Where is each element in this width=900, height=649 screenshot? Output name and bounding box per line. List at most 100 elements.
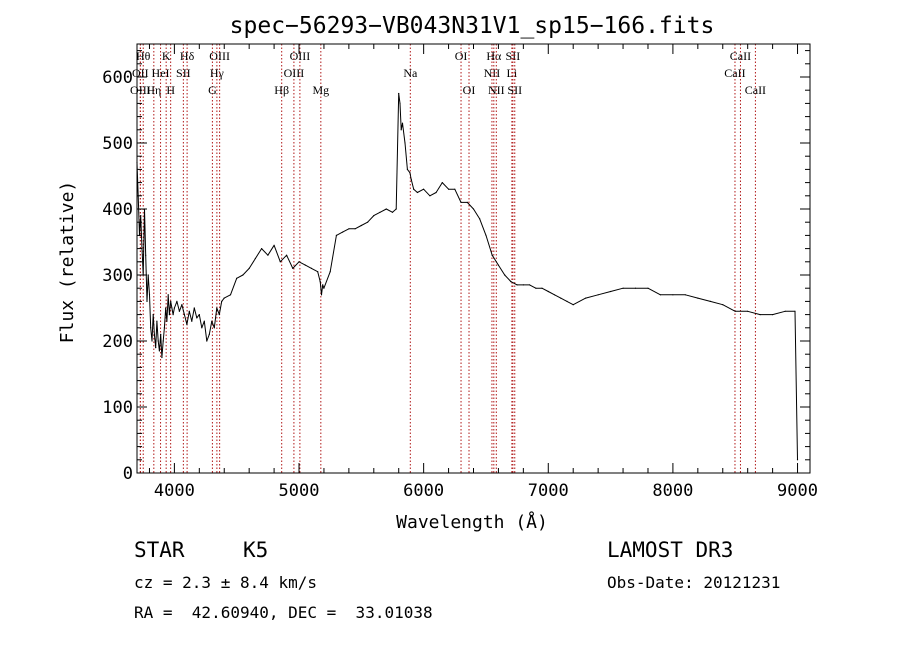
data-point: [304, 264, 306, 266]
line-marker-label-8: Hδ: [180, 49, 195, 63]
line-marker-label-5: K: [162, 49, 171, 63]
line-marker-label-15: Mg: [312, 83, 329, 97]
data-point: [160, 333, 162, 335]
data-point: [317, 271, 319, 273]
data-point: [759, 314, 761, 316]
x-tick-label-3: 7000: [528, 481, 569, 501]
data-point: [585, 297, 587, 299]
data-point: [796, 459, 799, 461]
data-point: [672, 294, 674, 296]
data-point: [466, 201, 468, 203]
data-point: [479, 218, 481, 220]
data-point: [734, 310, 736, 312]
data-point: [166, 320, 168, 322]
line-marker-label-25: CaII: [724, 66, 745, 80]
data-point: [747, 310, 749, 312]
series-layer: [136, 92, 799, 461]
x-tick-label-0: 4000: [154, 481, 195, 501]
line-marker-label-16: Na: [403, 66, 418, 80]
data-point: [151, 340, 153, 342]
data-point: [298, 261, 300, 263]
data-point: [167, 294, 169, 296]
data-point: [211, 320, 213, 322]
data-point: [622, 287, 624, 289]
data-point: [163, 327, 165, 329]
data-point: [379, 211, 381, 213]
line-marker-label-14: OIII: [290, 49, 311, 63]
y-tick-label-6: 600: [102, 68, 133, 88]
data-point: [404, 142, 406, 144]
line-marker-label-27: CaII: [745, 83, 766, 97]
chart-title: spec−56293−VB043N31V1_sp15−166.fits: [230, 13, 715, 39]
data-point: [319, 281, 321, 283]
data-point: [248, 267, 250, 269]
data-point: [385, 208, 387, 210]
data-point: [560, 297, 562, 299]
data-point: [322, 284, 324, 286]
data-point: [454, 188, 456, 190]
data-point: [157, 340, 159, 342]
data-point: [784, 310, 786, 312]
data-point: [684, 294, 687, 296]
data-point: [206, 340, 208, 342]
data-point: [310, 267, 313, 269]
y-tick-label-0: 0: [123, 464, 133, 484]
data-point: [329, 271, 331, 273]
obs-date: Obs-Date: 20121231: [607, 573, 781, 592]
data-point: [176, 300, 178, 302]
series-line-flux: [136, 93, 798, 460]
y-tick-label-3: 300: [102, 266, 133, 286]
data-point: [208, 333, 210, 335]
y-tick-label-1: 100: [102, 398, 133, 418]
data-point: [647, 287, 649, 289]
data-point: [367, 221, 369, 223]
line-marker-label-26: CaII: [730, 49, 751, 63]
data-point: [429, 195, 431, 197]
y-tick-label-4: 400: [102, 200, 133, 220]
x-axis-label: Wavelength (Å): [396, 511, 548, 533]
data-point: [173, 307, 175, 309]
data-point: [186, 323, 188, 326]
data-point: [485, 234, 487, 236]
plot-frame: [136, 43, 811, 474]
data-point: [634, 287, 637, 289]
tick-labels: 4000 5000 6000 7000 8000 9000 0 100 200 300 400 500…: [102, 44, 818, 501]
data-point: [395, 208, 397, 210]
data-point: [566, 300, 568, 302]
data-point: [320, 294, 323, 296]
coordinates: RA = 42.60940, DEC = 33.01038: [134, 603, 433, 622]
data-point: [145, 254, 147, 256]
line-marker-label-12: Hβ: [274, 83, 289, 97]
redshift-cz: cz = 2.3 ± 8.4 km/s: [134, 573, 318, 592]
data-point: [188, 310, 190, 312]
data-point: [236, 277, 238, 279]
y-axis-label: Flux (relative): [57, 181, 78, 344]
axes-frame: [136, 43, 811, 474]
data-point: [170, 300, 172, 302]
line-marker-label-17: OI: [455, 49, 468, 63]
data-point: [152, 314, 154, 316]
line-marker-label-22: Li: [507, 66, 518, 80]
data-point: [201, 327, 203, 329]
line-marker-label-24: SII: [507, 83, 522, 97]
x-tick-label-1: 5000: [279, 481, 320, 501]
survey-name: LAMOST DR3: [607, 538, 734, 562]
data-point: [435, 191, 437, 194]
data-point: [193, 307, 195, 309]
line-marker-label-18: OI: [463, 83, 476, 97]
x-tick-label-2: 6000: [403, 481, 444, 501]
data-point: [516, 284, 518, 286]
y-tick-label-2: 200: [102, 332, 133, 352]
data-point: [221, 300, 223, 302]
data-point: [399, 102, 401, 104]
data-point: [597, 294, 599, 296]
data-point: [136, 162, 138, 164]
line-marker-label-4: HeI: [152, 66, 170, 80]
data-point: [161, 356, 163, 359]
data-point: [398, 92, 400, 95]
data-point: [254, 257, 256, 260]
data-point: [191, 320, 193, 322]
data-point: [216, 307, 218, 309]
line-marker-label-11: OIII: [209, 49, 230, 63]
line-marker-label-21: NII: [488, 83, 505, 97]
